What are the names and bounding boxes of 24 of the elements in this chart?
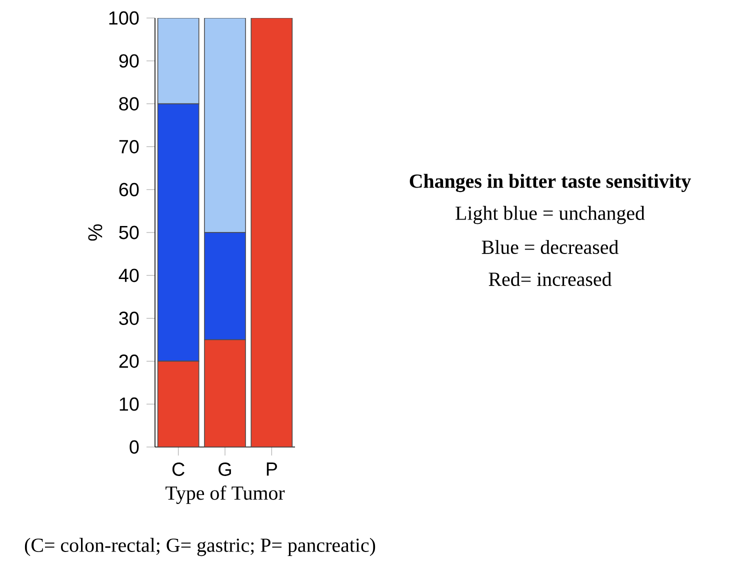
y-tick-label: 40 — [118, 268, 139, 282]
y-tick-label: 20 — [119, 354, 139, 368]
bar — [157, 18, 200, 104]
text: (C= colon-rectal; G= gastric; P= pancreatic) — [24, 538, 376, 556]
x-tick-label: C — [172, 462, 184, 476]
y-axis-title: % — [88, 224, 102, 241]
x-axis-title: Type of Tumor — [166, 486, 285, 504]
y-tick-label: 70 — [119, 140, 139, 154]
y-tick-label: 100 — [109, 11, 139, 25]
text: Light blue = unchanged — [456, 206, 645, 224]
y-tick-label: 80 — [119, 97, 139, 110]
x-tick-label: G — [218, 462, 231, 476]
y-tick-label: 60 — [119, 182, 139, 196]
y-tick-label: 90 — [119, 54, 139, 68]
x-tick-label: P — [266, 462, 277, 476]
y-tick-label: 10 — [120, 397, 139, 411]
bar — [250, 18, 293, 447]
y-tick-label: 0 — [130, 440, 139, 454]
text: Red= increased — [488, 272, 612, 286]
bar — [204, 18, 246, 233]
text: Blue = decreased — [482, 240, 618, 254]
y-tick-label: 50 — [119, 226, 139, 240]
y-tick-label: 30 — [119, 312, 139, 326]
legend-title: Changes in bitter taste sensitivity — [410, 174, 691, 192]
